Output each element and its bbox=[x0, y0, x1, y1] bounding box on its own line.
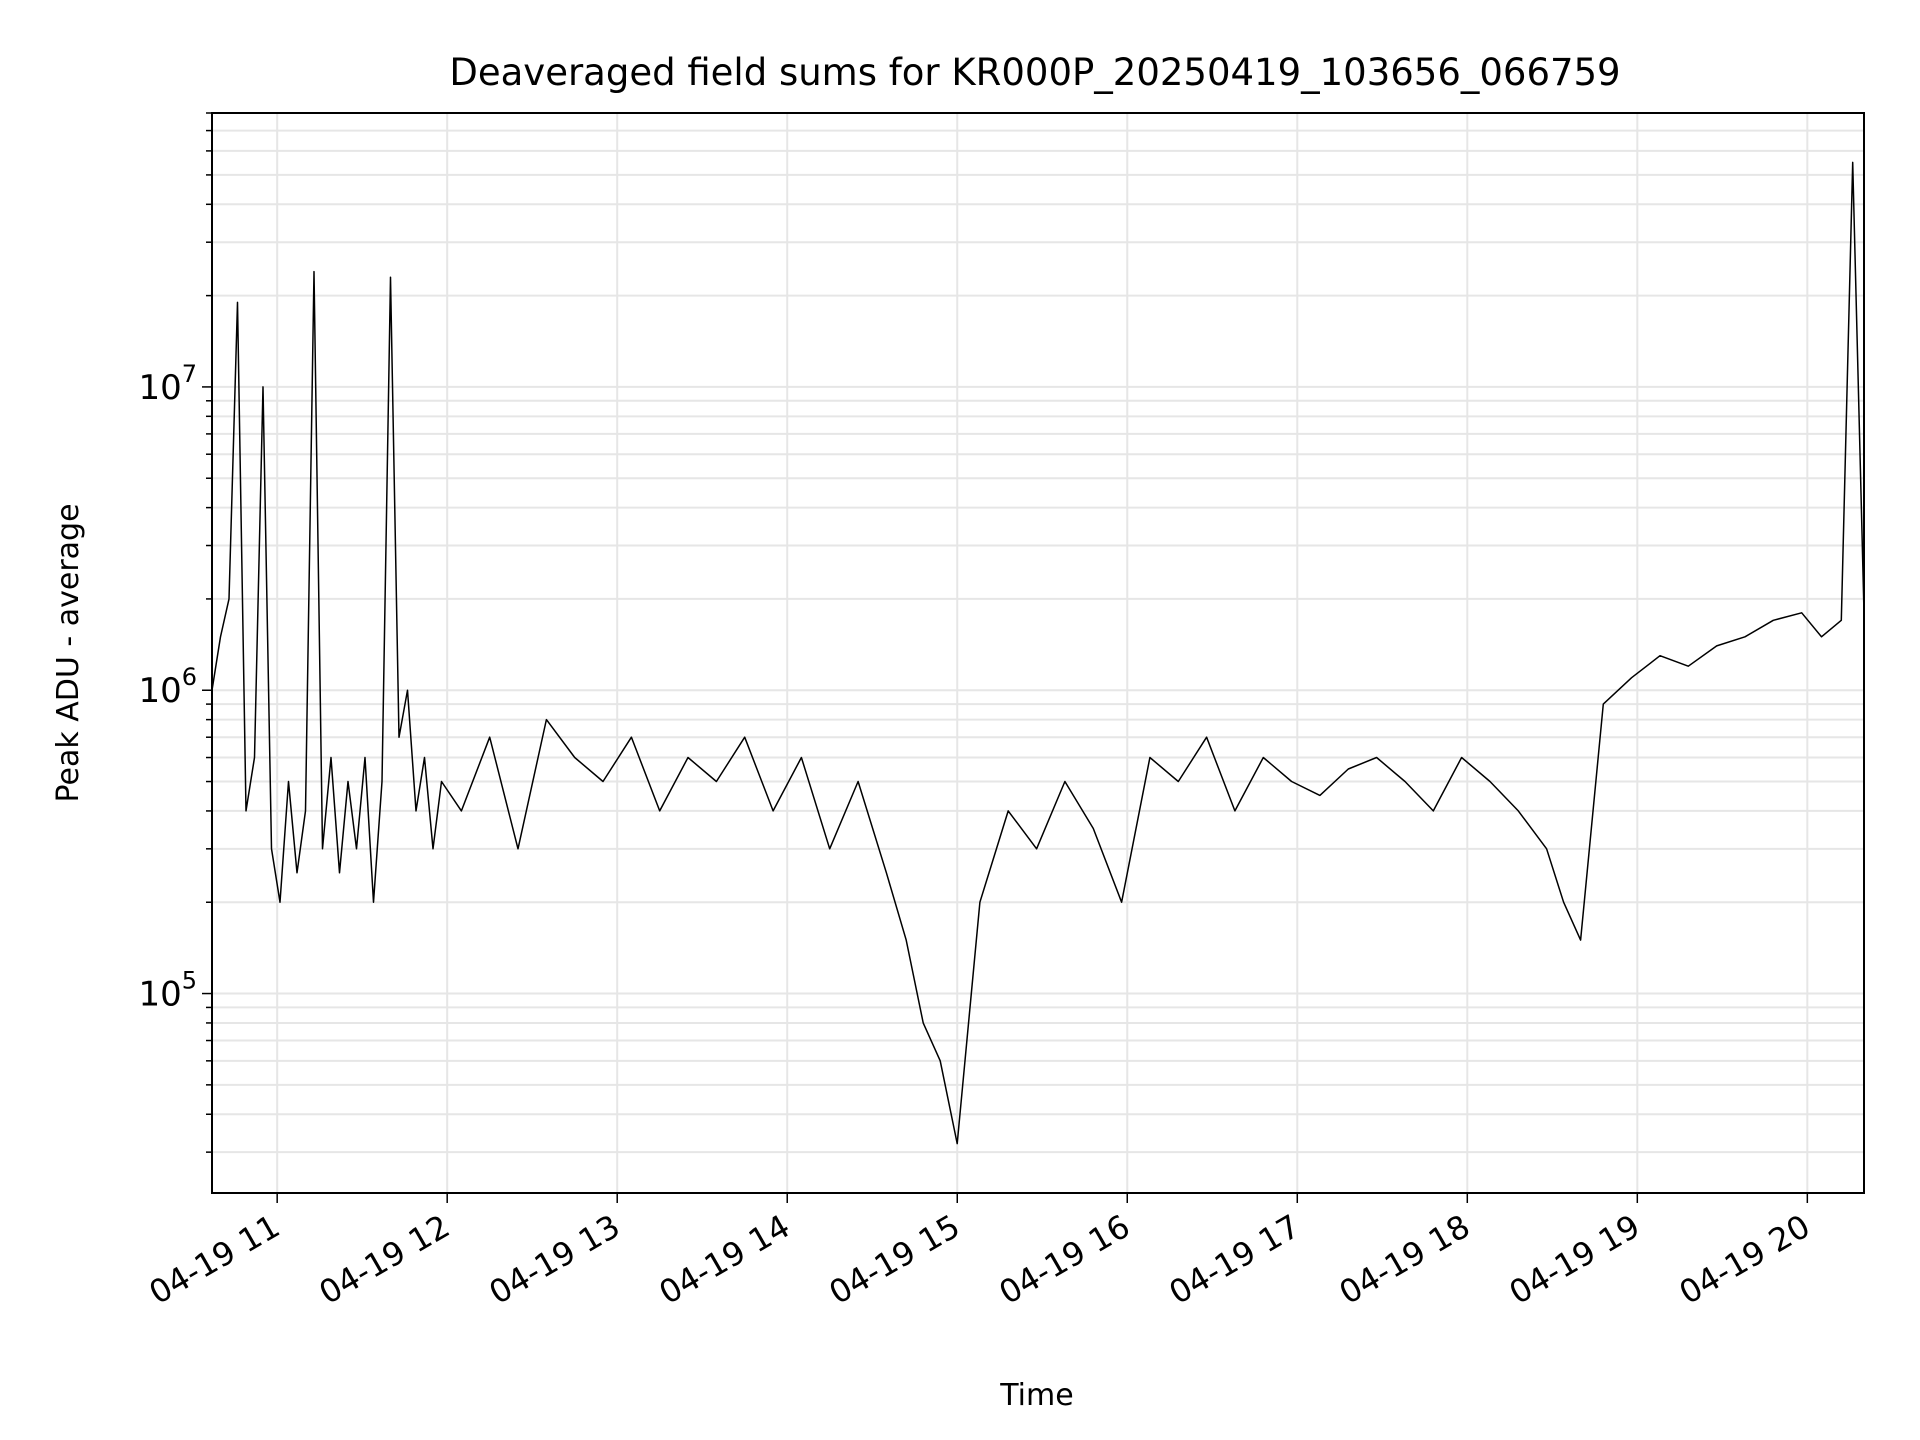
series-line bbox=[211, 161, 1865, 1145]
plot-frame bbox=[211, 112, 1865, 1194]
y-tick-label: 106 bbox=[138, 663, 197, 711]
x-axis-label: Time bbox=[999, 1378, 1073, 1413]
chart-title: Deaveraged field sums for KR000P_2025041… bbox=[449, 51, 1620, 94]
series-layer bbox=[211, 161, 1865, 1145]
grid bbox=[212, 112, 1864, 1193]
y-axis-label: Peak ADU - average bbox=[51, 503, 86, 802]
y-tick-label: 105 bbox=[138, 967, 197, 1015]
y-tick-label: 107 bbox=[138, 360, 197, 408]
